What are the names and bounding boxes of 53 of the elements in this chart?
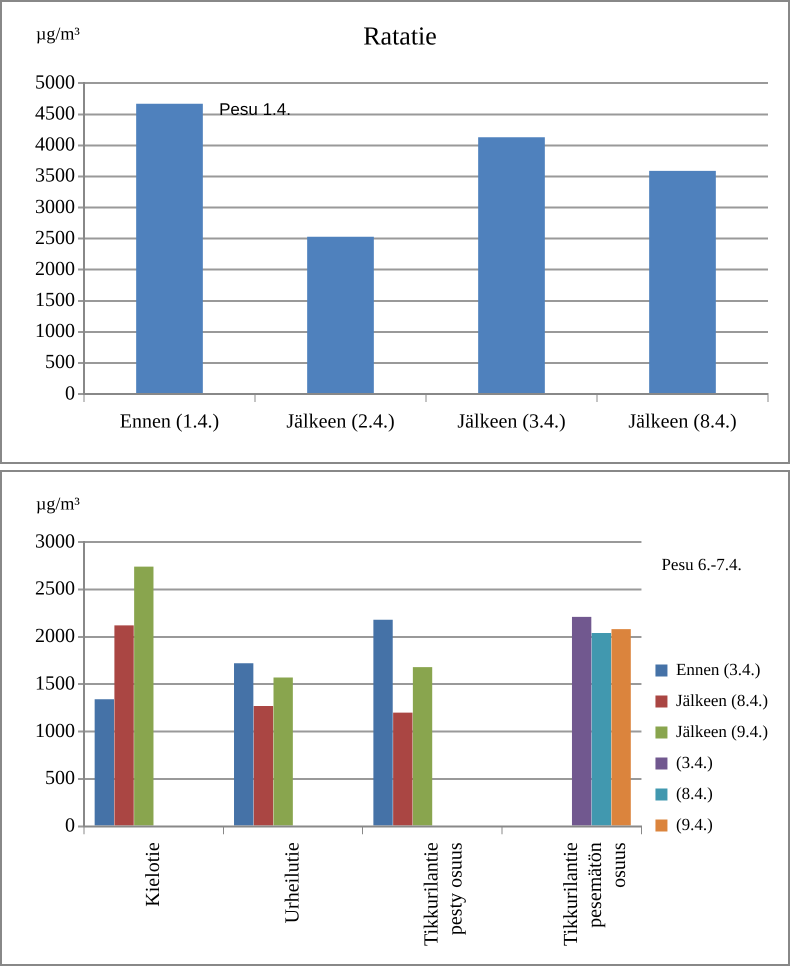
bar — [611, 629, 631, 826]
y-tick-label: 2500 — [35, 226, 75, 249]
x-tick-label: Tikkurilantie pesemätön osuus — [560, 842, 630, 946]
legend-label: (9.4.) — [676, 814, 713, 834]
y-tick-label: 3500 — [35, 164, 75, 187]
y-tick-label: 4500 — [35, 102, 75, 125]
y-tick-label: 1500 — [35, 289, 75, 312]
legend-label: Jälkeen (9.4.) — [676, 722, 768, 741]
bar — [94, 699, 114, 826]
y-tick-label: 0 — [65, 382, 75, 404]
bar — [649, 170, 716, 393]
bar — [254, 706, 274, 826]
y-tick-label: 1000 — [35, 320, 75, 342]
x-tick-label: Jälkeen (8.4.) — [628, 410, 737, 432]
bar — [134, 566, 154, 826]
annotation: Pesu 1.4. — [219, 100, 291, 120]
bar — [412, 667, 432, 826]
y-tick-label: 3000 — [35, 196, 75, 218]
bar — [478, 137, 545, 393]
bar — [307, 236, 374, 393]
y-tick-label: 0 — [65, 814, 75, 837]
legend-label: Jälkeen (8.4.) — [676, 690, 768, 710]
x-tick-label: Jälkeen (2.4.) — [286, 410, 395, 432]
x-tick-label: Jälkeen (3.4.) — [457, 410, 566, 432]
bar — [373, 620, 393, 826]
legend-label: (8.4.) — [676, 784, 713, 803]
y-tick-label: 1000 — [35, 720, 75, 742]
y-tick-label: 3000 — [35, 530, 75, 552]
y-tick-label: 500 — [45, 767, 75, 790]
chart-title: Ratatie — [363, 21, 437, 50]
y-axis-title: µg/m³ — [36, 24, 80, 44]
y-tick-label: 2000 — [35, 625, 75, 648]
legend-label: Ennen (3.4.) — [676, 660, 760, 679]
y-tick-label: 2000 — [35, 258, 75, 280]
x-tick-label: Urheilutie — [281, 842, 304, 924]
y-tick-label: 5000 — [35, 71, 75, 94]
bar — [234, 663, 254, 826]
bar — [592, 632, 612, 826]
bar — [114, 625, 134, 826]
bar — [393, 712, 412, 826]
text: Pesu 6.-7.4. — [661, 554, 742, 574]
legend-label: (3.4.) — [676, 752, 713, 772]
y-tick-label: 2500 — [35, 578, 75, 600]
y-tick-label: 4000 — [35, 134, 75, 156]
y-tick-label: 1500 — [35, 672, 75, 694]
y-axis-title: µg/m³ — [36, 494, 80, 514]
y-tick-label: 500 — [45, 351, 75, 374]
x-tick-label: Tikkurilantie pesty osuus — [420, 842, 467, 946]
bar — [274, 678, 293, 826]
x-tick-label: Ennen (1.4.) — [120, 410, 220, 432]
bar — [572, 616, 592, 826]
bar — [136, 104, 203, 393]
x-tick-label: Kielotie — [142, 842, 164, 907]
